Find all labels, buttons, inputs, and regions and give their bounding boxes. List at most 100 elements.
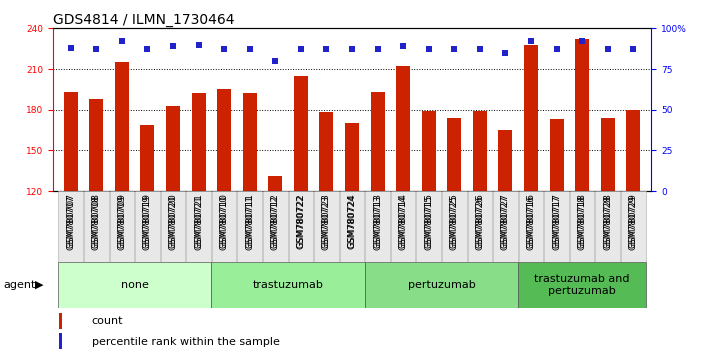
Bar xyxy=(345,123,359,191)
Point xyxy=(295,47,306,52)
Text: GSM780714: GSM780714 xyxy=(398,193,408,248)
Bar xyxy=(370,92,384,191)
Bar xyxy=(243,93,257,191)
FancyBboxPatch shape xyxy=(58,262,211,308)
FancyBboxPatch shape xyxy=(544,191,569,262)
FancyBboxPatch shape xyxy=(263,191,287,262)
FancyBboxPatch shape xyxy=(289,191,313,262)
Text: GSM780720: GSM780720 xyxy=(168,195,177,250)
FancyBboxPatch shape xyxy=(519,191,543,262)
Text: GSM780723: GSM780723 xyxy=(322,193,331,248)
Bar xyxy=(524,45,538,191)
Text: GSM780708: GSM780708 xyxy=(92,193,101,248)
Point xyxy=(474,47,486,52)
Text: GSM780719: GSM780719 xyxy=(143,195,152,250)
Point xyxy=(551,47,562,52)
Text: GSM780720: GSM780720 xyxy=(168,193,177,248)
FancyBboxPatch shape xyxy=(211,262,365,308)
Point xyxy=(346,47,358,52)
Text: trastuzumab: trastuzumab xyxy=(253,280,324,290)
Text: GSM780727: GSM780727 xyxy=(501,193,510,248)
Text: GDS4814 / ILMN_1730464: GDS4814 / ILMN_1730464 xyxy=(53,13,234,27)
Text: GSM780721: GSM780721 xyxy=(194,193,203,248)
Point xyxy=(244,47,256,52)
Point xyxy=(628,47,639,52)
FancyBboxPatch shape xyxy=(340,191,364,262)
Point xyxy=(218,47,230,52)
Text: trastuzumab and
pertuzumab: trastuzumab and pertuzumab xyxy=(534,274,630,296)
Bar xyxy=(89,99,103,191)
FancyBboxPatch shape xyxy=(467,191,492,262)
Text: GSM780712: GSM780712 xyxy=(271,195,279,250)
Bar xyxy=(63,92,77,191)
Text: GSM780710: GSM780710 xyxy=(220,193,229,248)
Text: GSM780725: GSM780725 xyxy=(450,193,459,248)
FancyBboxPatch shape xyxy=(58,191,83,262)
Text: GSM780723: GSM780723 xyxy=(322,195,331,250)
Point xyxy=(321,47,332,52)
Text: GSM780708: GSM780708 xyxy=(92,195,101,250)
Text: count: count xyxy=(92,316,123,326)
Point xyxy=(423,47,434,52)
FancyBboxPatch shape xyxy=(237,191,262,262)
FancyBboxPatch shape xyxy=(84,191,108,262)
FancyBboxPatch shape xyxy=(187,191,210,262)
Text: GSM780715: GSM780715 xyxy=(425,195,433,250)
FancyBboxPatch shape xyxy=(161,191,185,262)
FancyBboxPatch shape xyxy=(365,262,518,308)
Text: GSM780717: GSM780717 xyxy=(552,195,561,250)
FancyBboxPatch shape xyxy=(494,191,517,262)
Bar xyxy=(59,333,61,349)
Point xyxy=(116,39,127,44)
Bar xyxy=(447,118,461,191)
Bar xyxy=(550,119,564,191)
Text: GSM780716: GSM780716 xyxy=(527,195,536,250)
Text: GSM780718: GSM780718 xyxy=(578,193,586,248)
Bar xyxy=(217,89,231,191)
Text: GSM780729: GSM780729 xyxy=(629,193,638,248)
Point xyxy=(168,44,179,49)
Text: GSM780729: GSM780729 xyxy=(629,195,638,250)
Text: GSM780707: GSM780707 xyxy=(66,193,75,248)
Text: GSM780714: GSM780714 xyxy=(398,195,408,250)
FancyBboxPatch shape xyxy=(596,191,620,262)
Text: GSM780713: GSM780713 xyxy=(373,193,382,248)
Bar xyxy=(268,176,282,191)
Text: GSM780717: GSM780717 xyxy=(552,193,561,248)
FancyBboxPatch shape xyxy=(135,191,160,262)
Text: none: none xyxy=(120,280,149,290)
Bar xyxy=(601,118,615,191)
Point xyxy=(602,47,613,52)
Point xyxy=(142,47,153,52)
Text: GSM780711: GSM780711 xyxy=(245,193,254,248)
Text: GSM780712: GSM780712 xyxy=(271,193,279,248)
Text: pertuzumab: pertuzumab xyxy=(408,280,475,290)
FancyBboxPatch shape xyxy=(442,191,467,262)
FancyBboxPatch shape xyxy=(365,191,390,262)
Point xyxy=(91,47,102,52)
Text: GSM780722: GSM780722 xyxy=(296,193,306,248)
Point xyxy=(193,42,204,47)
Point xyxy=(398,44,409,49)
Text: GSM780710: GSM780710 xyxy=(220,195,229,250)
Text: GSM780728: GSM780728 xyxy=(603,195,612,250)
Point xyxy=(500,50,511,56)
Text: percentile rank within the sample: percentile rank within the sample xyxy=(92,337,279,347)
Bar xyxy=(396,66,410,191)
Text: GSM780719: GSM780719 xyxy=(143,193,152,248)
Bar xyxy=(115,62,129,191)
Text: GSM780728: GSM780728 xyxy=(603,193,612,248)
FancyBboxPatch shape xyxy=(518,262,646,308)
Point xyxy=(577,39,588,44)
Point xyxy=(65,45,76,51)
Bar xyxy=(294,76,308,191)
Text: GSM780724: GSM780724 xyxy=(348,193,356,248)
Text: GSM780718: GSM780718 xyxy=(578,195,586,250)
Bar xyxy=(498,130,513,191)
FancyBboxPatch shape xyxy=(212,191,237,262)
Bar xyxy=(473,111,487,191)
Bar xyxy=(59,313,61,329)
Bar xyxy=(627,110,641,191)
FancyBboxPatch shape xyxy=(417,191,441,262)
Text: agent: agent xyxy=(4,280,36,290)
